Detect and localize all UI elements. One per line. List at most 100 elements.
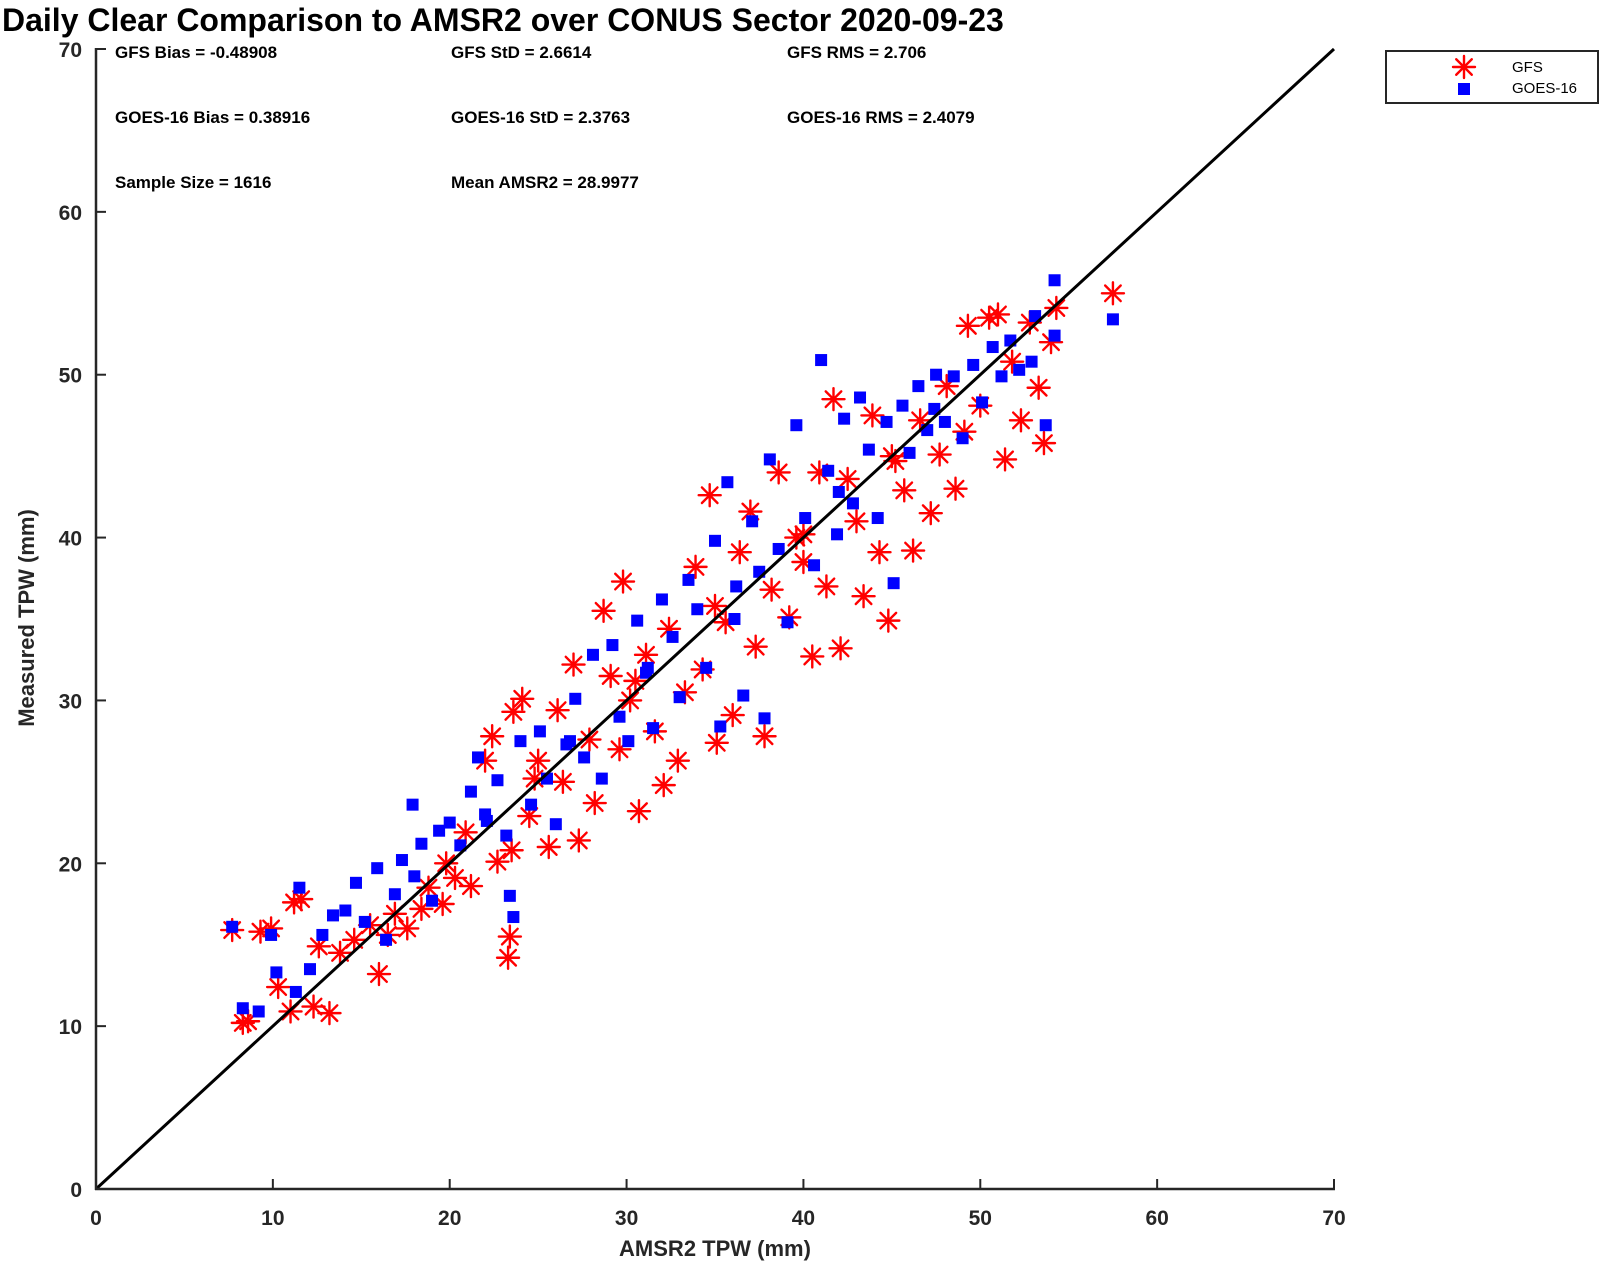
y-tick-label: 50 xyxy=(59,365,82,388)
goes-16-point xyxy=(862,443,875,456)
goes-16-point xyxy=(709,534,721,547)
goes-16-point xyxy=(270,966,283,979)
goes-16-point xyxy=(371,862,384,875)
gfs-point xyxy=(943,476,968,501)
goes-16-point xyxy=(358,915,371,928)
goes-16-point xyxy=(303,963,316,976)
gfs-point xyxy=(1100,281,1126,306)
gfs-point xyxy=(851,584,876,609)
legend-gfs-asterisk xyxy=(1451,54,1477,80)
goes-std-text: GOES-16 StD = 2.3763 xyxy=(451,108,630,127)
gfs-series xyxy=(219,281,1126,1036)
goes-16-point xyxy=(613,710,626,723)
goes-16-point xyxy=(896,399,909,412)
gfs-point xyxy=(610,569,636,594)
goes-16-point xyxy=(265,928,278,941)
mean-amsr2-text: Mean AMSR2 = 28.9977 xyxy=(451,173,639,192)
goes-16-point xyxy=(443,816,456,829)
gfs-point xyxy=(835,466,860,492)
goes-16-point xyxy=(714,720,727,733)
gfs-point xyxy=(892,478,917,503)
goes-16-point xyxy=(1013,363,1026,376)
gfs-point xyxy=(582,790,607,816)
goes-16-point xyxy=(464,785,477,798)
goes-16-point xyxy=(595,772,608,785)
y-tick-label: 40 xyxy=(59,528,82,551)
goes-16-point xyxy=(746,515,759,528)
gfs-point xyxy=(752,724,777,749)
goes-16-point xyxy=(655,593,668,606)
goes-16-point xyxy=(947,370,960,383)
gfs-rms-text: GFS RMS = 2.706 xyxy=(787,43,926,62)
goes-16-point xyxy=(622,735,635,748)
goes-16-point xyxy=(700,661,713,674)
gfs-point xyxy=(697,483,722,508)
goes-16-point xyxy=(976,396,989,409)
goes-16-point xyxy=(822,464,835,477)
legend-box xyxy=(1385,50,1599,104)
goes-16-point xyxy=(967,358,980,371)
gfs-point xyxy=(844,509,869,534)
goes-16-point xyxy=(831,528,844,541)
x-tick-label: 10 xyxy=(261,1207,284,1230)
goes-16-point xyxy=(454,839,467,852)
y-axis-label: Measured TPW (mm) xyxy=(14,509,39,727)
legend-goes-label: GOES-16 xyxy=(1512,80,1577,97)
x-axis-label: AMSR2 TPW (mm) xyxy=(619,1236,811,1261)
y-tick-label: 30 xyxy=(59,690,82,713)
goes-16-point xyxy=(586,648,599,661)
gfs-point xyxy=(479,724,505,749)
gfs-point xyxy=(510,686,535,711)
goes-16-point xyxy=(986,341,999,354)
gfs-point xyxy=(499,838,524,863)
goes-16-point xyxy=(730,580,743,593)
goes-16-point xyxy=(289,985,302,998)
gfs-point xyxy=(497,924,523,949)
goes-16-point xyxy=(995,370,1008,383)
goes-16-point xyxy=(500,829,513,842)
gfs-point xyxy=(288,886,314,912)
goes-16-point xyxy=(691,603,704,616)
gfs-point xyxy=(702,593,728,619)
gfs-point xyxy=(918,500,943,526)
gfs-point xyxy=(577,727,602,752)
gfs-point xyxy=(876,608,901,633)
goes-16-point xyxy=(758,712,771,725)
goes-16-point xyxy=(790,419,803,432)
gfs-point xyxy=(301,994,326,1019)
gfs-point xyxy=(791,522,816,547)
gfs-bias-text: GFS Bias = -0.48908 xyxy=(115,43,277,62)
gfs-point xyxy=(525,748,551,773)
gfs-point xyxy=(501,699,526,725)
goes-16-series xyxy=(226,274,1119,1018)
x-tick-label: 50 xyxy=(969,1207,992,1230)
gfs-point xyxy=(743,634,768,659)
goes-16-point xyxy=(293,881,306,894)
goes-16-point xyxy=(815,354,828,367)
y-axis-ticks: 0 10 20 30 40 50 60 70 xyxy=(59,39,106,1202)
goes-16-point xyxy=(316,928,329,941)
goes-16-point xyxy=(647,722,660,735)
goes-16-point xyxy=(838,412,851,425)
y-tick-label: 20 xyxy=(59,853,82,876)
gfs-point xyxy=(814,574,839,599)
gfs-point xyxy=(828,636,853,661)
goes-16-point xyxy=(928,402,941,415)
gfs-point xyxy=(458,873,484,899)
gfs-point xyxy=(550,769,576,795)
gfs-point xyxy=(766,460,791,485)
x-tick-label: 60 xyxy=(1145,1207,1168,1230)
goes-16-point xyxy=(666,630,679,643)
goes-16-point xyxy=(503,889,516,902)
legend-gfs-label: GFS xyxy=(1512,59,1543,76)
gfs-point xyxy=(1044,295,1069,321)
goes-16-point xyxy=(721,476,734,489)
y-tick-label: 60 xyxy=(59,202,82,225)
goes-16-point xyxy=(1106,313,1119,326)
gfs-point xyxy=(598,663,623,689)
goes-16-point xyxy=(1025,355,1038,368)
goes-16-point xyxy=(887,577,900,590)
goes-16-point xyxy=(388,888,401,901)
gfs-point xyxy=(704,730,729,755)
sample-size-text: Sample Size = 1616 xyxy=(115,173,271,192)
